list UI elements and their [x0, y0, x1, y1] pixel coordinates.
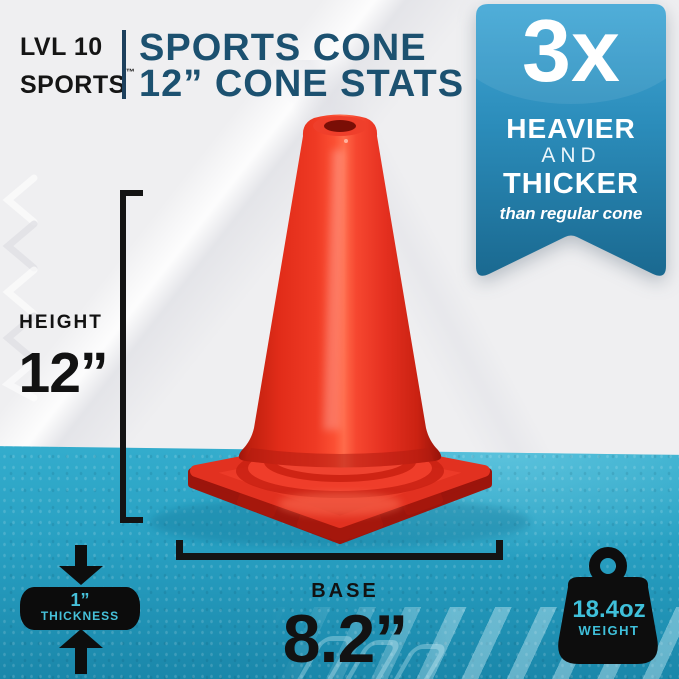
- arrow-up-icon: [75, 647, 87, 674]
- height-bracket: [120, 190, 126, 523]
- weight-value: 18.4oz: [572, 596, 646, 623]
- thickness-label: THICKNESS: [40, 609, 120, 623]
- height-label: HEIGHT: [19, 312, 103, 333]
- page-title: SPORTS CONE 12” CONE STATS: [139, 27, 465, 105]
- weight-label: WEIGHT: [578, 623, 640, 638]
- brand-line2: SPORTS™: [20, 67, 136, 99]
- weight-widget: 18.4oz WEIGHT: [543, 541, 675, 673]
- badge-word-heavier: HEAVIER: [506, 113, 636, 144]
- thickness-value: 1”: [70, 590, 90, 610]
- weight-icon: [558, 547, 658, 664]
- chevron-watermark-icon: [1, 174, 38, 402]
- badge-word-and: AND: [541, 144, 601, 167]
- title-line1: SPORTS CONE: [139, 27, 427, 69]
- header-divider: [122, 30, 126, 99]
- height-bracket-bottom-tick: [120, 517, 143, 523]
- thickness-band: 1” THICKNESS: [20, 587, 140, 630]
- comparison-badge-ribbon: 3x HEAVIER AND THICKER than regular cone: [476, 4, 666, 286]
- brand-logo: LVL 10 SPORTS™: [20, 35, 135, 98]
- base-value: 8.2”: [282, 601, 409, 677]
- height-value: 12”: [18, 341, 109, 405]
- arrow-down-icon: [75, 545, 87, 568]
- badge-subtext: than regular cone: [499, 204, 643, 223]
- trademark-mark: ™: [125, 67, 136, 77]
- brand-line1: LVL 10: [20, 33, 103, 61]
- arrow-up-icon: [59, 629, 103, 648]
- base-bracket-left-tick: [176, 540, 183, 560]
- base-label: BASE: [311, 580, 379, 602]
- height-bracket-top-tick: [120, 190, 143, 196]
- title-line2: 12” CONE STATS: [139, 63, 465, 105]
- ribbon-shape: [476, 4, 666, 276]
- badge-word-thicker: THICKER: [503, 168, 639, 200]
- base-bracket: [176, 553, 503, 560]
- badge-multiplier: 3x: [522, 1, 620, 100]
- arrow-down-icon: [59, 566, 103, 585]
- base-bracket-right-tick: [496, 540, 503, 560]
